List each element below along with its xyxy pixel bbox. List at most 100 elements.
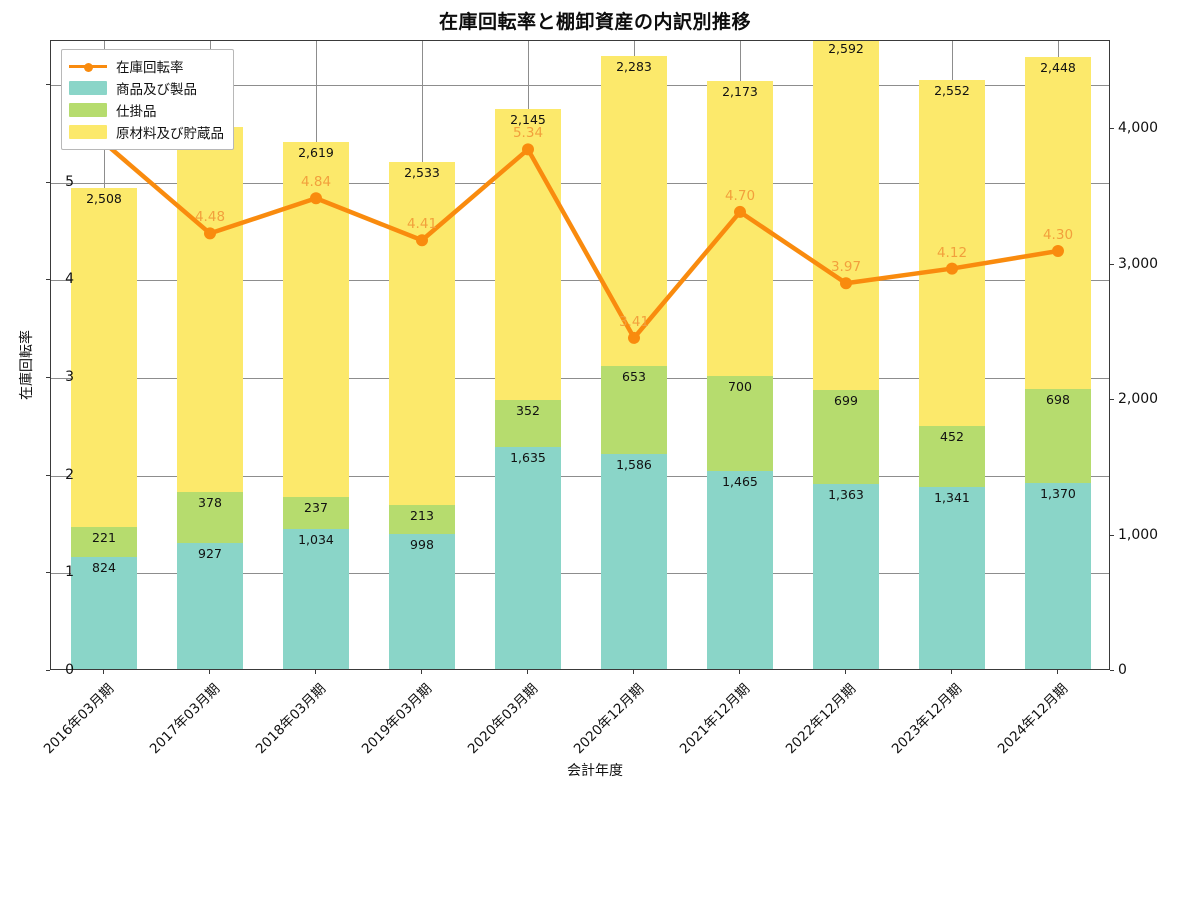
gridline-horizontal <box>51 573 1109 575</box>
bar-segment-wip[interactable] <box>601 365 667 455</box>
gridline-horizontal <box>51 280 1109 282</box>
x-axis-tick-label: 2022年12月期 <box>782 680 860 758</box>
bar-segment-merchandise[interactable] <box>71 557 137 669</box>
bar-segment-wip[interactable] <box>707 375 773 471</box>
line-path-inventory-turnover <box>101 140 1061 341</box>
x-axis-tick-label: 2020年12月期 <box>570 680 648 758</box>
y-axis-left-tick-mark <box>46 474 50 476</box>
x-axis-tick-label: 2019年03月期 <box>358 680 436 758</box>
line-marker[interactable] <box>628 331 640 344</box>
bar-segment-raw-materials[interactable] <box>919 80 985 427</box>
bar-segment-merchandise[interactable] <box>1025 483 1091 669</box>
y-axis-left-tick-mark <box>46 181 50 183</box>
line-marker[interactable] <box>734 205 746 218</box>
y-axis-right-tick-label: 1,000 <box>1118 526 1159 543</box>
line-marker[interactable] <box>522 143 534 156</box>
bar-segment-raw-materials[interactable] <box>177 126 243 493</box>
y-axis-right-tick-mark <box>1110 263 1114 265</box>
x-axis-tick-label: 2023年12月期 <box>888 680 966 758</box>
gridline-horizontal <box>51 84 1109 86</box>
plot-clip: 8242212,5089273782,6981,0342372,61999821… <box>51 41 1109 669</box>
line-marker[interactable] <box>310 192 322 205</box>
y-axis-right-tick-label: 2,000 <box>1118 391 1159 408</box>
bar-segment-wip[interactable] <box>495 399 561 448</box>
bar-group[interactable]: 1,341 452 2,552 <box>919 41 985 669</box>
bar-segment-wip[interactable] <box>919 426 985 488</box>
bar-segment-wip[interactable] <box>813 389 879 485</box>
bar-segment-wip[interactable] <box>389 504 455 534</box>
x-axis-tick-label: 2017年03月期 <box>146 680 224 758</box>
legend: 在庫回転率商品及び製品 仕掛品原材料及び貯蔵品 <box>61 49 234 150</box>
y-axis-right-tick-mark <box>1110 128 1114 130</box>
x-axis-title: 会計年度 <box>567 763 623 779</box>
y-axis-right-tick-label: 0 <box>1118 662 1127 678</box>
bar-segment-merchandise[interactable] <box>919 487 985 669</box>
line-marker[interactable] <box>1052 245 1064 257</box>
y-axis-right-tick-mark <box>1110 534 1114 536</box>
line-marker[interactable] <box>946 262 958 275</box>
y-axis-left-tick-mark <box>46 572 50 574</box>
bar-segment-merchandise[interactable] <box>283 528 349 669</box>
bar-segment-wip[interactable] <box>71 527 137 558</box>
legend-item-label: 仕掛品 <box>116 104 157 120</box>
y-axis-left-tick-mark <box>46 376 50 378</box>
bar-segment-merchandise[interactable] <box>177 543 243 669</box>
bar-segment-raw-materials[interactable] <box>813 41 879 390</box>
y-axis-right-tick-mark <box>1110 670 1114 671</box>
y-axis-left-tick-label: 0 <box>65 662 74 678</box>
y-axis-left-tick-label: 1 <box>65 564 74 581</box>
x-axis-tick-mark <box>845 670 846 674</box>
bar-segment-wip[interactable] <box>283 496 349 529</box>
x-axis-tick-label: 2020年03月期 <box>464 680 542 758</box>
bar-segment-raw-materials[interactable] <box>71 187 137 528</box>
bar-segment-raw-materials[interactable] <box>1025 57 1091 389</box>
y-axis-left-tick-mark <box>46 670 50 671</box>
x-axis-tick-mark <box>209 670 210 674</box>
x-axis-tick-label: 2024年12月期 <box>994 680 1072 758</box>
x-axis-tick-mark <box>739 670 740 674</box>
line-marker[interactable] <box>416 234 428 247</box>
bar-segment-merchandise[interactable] <box>601 454 667 669</box>
bar-group[interactable]: 1,363 699 2,592 <box>813 41 879 669</box>
legend-item[interactable]: 原材料及び貯蔵品 <box>69 121 224 143</box>
y-axis-left-tick-label: 2 <box>65 466 74 483</box>
y-axis-right-tick-mark <box>1110 399 1114 401</box>
gridline-horizontal <box>51 475 1109 477</box>
y-axis-left-tick-mark <box>46 279 50 281</box>
x-axis-tick-mark <box>421 670 422 674</box>
legend-swatch-icon <box>69 103 107 117</box>
legend-item-label: 原材料及び貯蔵品 <box>116 126 224 142</box>
page-title: 在庫回転率と棚卸資産の内訳別推移 <box>438 11 751 33</box>
x-axis-tick-label: 2018年03月期 <box>252 680 330 758</box>
x-axis-tick-mark <box>633 670 634 674</box>
y-axis-left-title: 在庫回転率 <box>19 330 35 400</box>
y-axis-right-tick-label: 3,000 <box>1118 255 1159 272</box>
bar-group[interactable]: 1,370 698 2,448 <box>1025 41 1091 669</box>
legend-item[interactable]: 商品及び製品 <box>69 77 224 99</box>
y-axis-right-tick-label: 4,000 <box>1118 120 1159 137</box>
bar-group[interactable]: 824 221 2,508 <box>71 41 137 669</box>
legend-swatch-icon <box>69 125 107 139</box>
bar-segment-merchandise[interactable] <box>707 470 773 669</box>
legend-item-label: 在庫回転率 <box>116 60 184 76</box>
bar-segment-merchandise[interactable] <box>495 447 561 669</box>
bar-segment-merchandise[interactable] <box>813 484 879 669</box>
legend-line-icon <box>69 59 107 73</box>
bar-segment-wip[interactable] <box>1025 388 1091 484</box>
bar-segment-raw-materials[interactable] <box>495 109 561 400</box>
x-axis-tick-mark <box>103 670 104 674</box>
bar-segment-merchandise[interactable] <box>389 533 455 669</box>
legend-item[interactable]: 在庫回転率 <box>69 55 224 77</box>
legend-swatch-icon <box>69 81 107 95</box>
chart-figure: 在庫回転率と棚卸資産の内訳別推移 8242212,5089273782,6981… <box>19 11 1159 779</box>
gridline-horizontal <box>51 182 1109 184</box>
x-axis-tick-mark <box>315 670 316 674</box>
gridline-horizontal <box>51 377 1109 379</box>
x-axis-tick-mark <box>951 670 952 674</box>
line-marker[interactable] <box>204 227 216 240</box>
legend-item[interactable]: 仕掛品 <box>69 99 224 121</box>
legend-item-label: 商品及び製品 <box>116 82 197 98</box>
y-axis-left-tick-label: 3 <box>65 368 74 385</box>
line-marker[interactable] <box>840 277 852 290</box>
bar-segment-wip[interactable] <box>177 492 243 544</box>
